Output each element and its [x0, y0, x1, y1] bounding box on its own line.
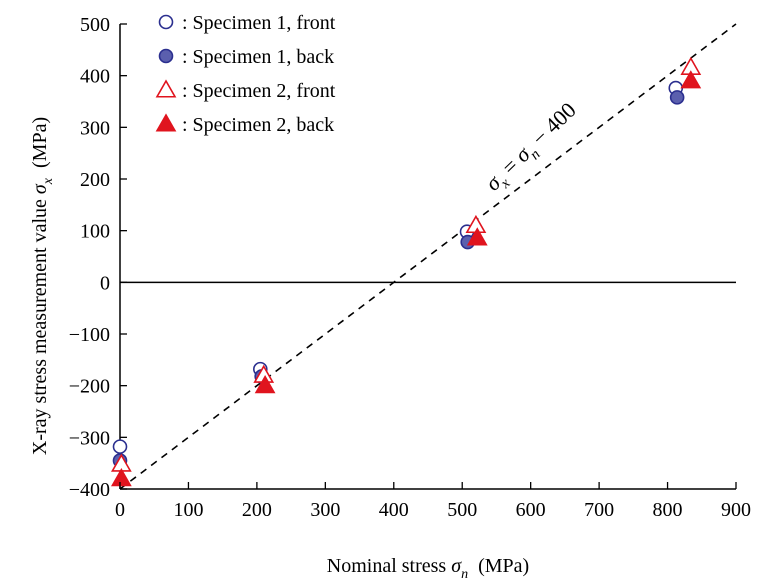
data-point: [669, 90, 685, 105]
reference-line: [119, 23, 737, 490]
y-tick-label: 0: [100, 272, 110, 294]
y-tick-label: 200: [80, 169, 110, 191]
y-tick-label: −400: [69, 479, 110, 501]
x-tick-label: 0: [115, 499, 125, 521]
x-tick-label: 100: [173, 499, 203, 521]
legend-entry: : Specimen 1, back: [182, 46, 334, 68]
legend-marker: [155, 113, 177, 132]
y-tick-label: 400: [80, 66, 110, 88]
y-tick-label: −200: [69, 376, 110, 398]
x-tick-label: 400: [379, 499, 409, 521]
x-tick-label: 600: [516, 499, 546, 521]
data-point: [680, 70, 702, 89]
y-axis-label: X-ray stress measurement value σx (MPa): [29, 117, 56, 455]
x-tick-label: 800: [653, 499, 683, 521]
data-point: [112, 439, 128, 454]
reference-line-group: [119, 23, 737, 490]
y-tick-label: −300: [69, 427, 110, 449]
y-tick-label: 500: [80, 14, 110, 36]
data-points: [110, 56, 702, 487]
legend-entry: : Specimen 2, front: [182, 80, 336, 102]
legend-entry: : Specimen 1, front: [182, 12, 336, 34]
y-tick-label: −100: [69, 324, 110, 346]
x-tick-label: 200: [242, 499, 272, 521]
data-point: [254, 375, 276, 394]
legend-entry: : Specimen 2, back: [182, 114, 334, 136]
reference-line-label: σx = σn − 400: [480, 97, 584, 199]
y-tick-label: 100: [80, 221, 110, 243]
legend: : Specimen 1, front : Specimen 1, back : S…: [155, 12, 336, 136]
x-tick-label: 700: [584, 499, 614, 521]
y-tick-label: 300: [80, 117, 110, 139]
legend-marker: [158, 14, 174, 30]
x-tick-label: 300: [310, 499, 340, 521]
data-point: [466, 227, 488, 246]
data-point: [110, 468, 132, 487]
x-tick-label: 500: [447, 499, 477, 521]
legend-marker: [155, 79, 177, 98]
plot-frame: [119, 24, 736, 490]
x-axis-label: Nominal stress σn (MPa): [327, 555, 529, 582]
x-tick-label: 900: [721, 499, 751, 521]
legend-marker: [158, 48, 174, 64]
axis-ticks: 0 100 200 300 400 500 600 700 800 900 −400 −300 −200…: [69, 14, 751, 521]
